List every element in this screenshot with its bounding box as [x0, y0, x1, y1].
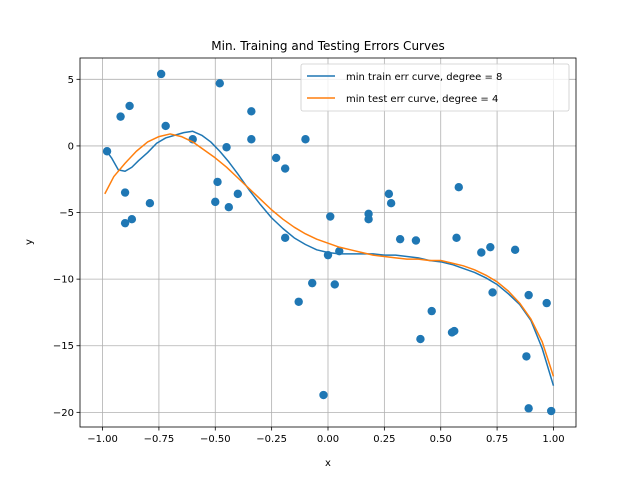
y-tick-label: −15 [53, 341, 74, 352]
data-point [386, 199, 396, 208]
data-point [510, 245, 520, 255]
data-point [213, 177, 222, 187]
data-point [395, 234, 405, 244]
x-tick-label: 1.00 [542, 434, 564, 445]
y-tick-label: 0 [68, 141, 74, 152]
data-point [450, 326, 459, 336]
train-curve [104, 130, 555, 386]
data-point [156, 69, 166, 79]
y-axis-label: y [24, 239, 35, 245]
data-point [330, 280, 339, 289]
y-tick-label: −10 [53, 275, 74, 286]
data-point [522, 352, 531, 361]
data-point [427, 306, 436, 316]
x-tick-label: 0.50 [430, 434, 452, 445]
x-tick-label: 0.00 [317, 434, 339, 445]
data-point [486, 242, 495, 252]
data-point [454, 183, 463, 192]
legend-box [300, 63, 570, 112]
x-tick-label: −0.75 [144, 434, 175, 445]
data-point [477, 248, 486, 257]
data-point [127, 214, 137, 224]
data-point [301, 135, 310, 144]
data-point [542, 298, 551, 308]
curves [104, 130, 555, 386]
data-point [161, 121, 170, 131]
x-tick-label: −1.00 [87, 434, 118, 445]
data-point [116, 112, 125, 121]
scatter-points [102, 69, 556, 416]
data-point [416, 334, 425, 344]
data-point [120, 188, 130, 197]
data-point [547, 406, 556, 416]
x-tick-label: 0.75 [486, 434, 508, 445]
data-point [280, 233, 290, 243]
y-tick-label: −5 [59, 208, 74, 219]
data-point [452, 233, 461, 243]
data-point [308, 278, 317, 288]
data-point [271, 153, 281, 163]
x-tick-label: 0.25 [373, 434, 395, 445]
data-point [120, 218, 130, 228]
data-point [224, 202, 233, 212]
data-point [411, 236, 421, 245]
y-tick-label: −20 [53, 408, 74, 419]
y-tick-label: 5 [68, 75, 74, 86]
data-point [247, 135, 256, 144]
data-point [222, 143, 231, 152]
data-point [215, 79, 224, 88]
x-axis-label: x [325, 458, 331, 469]
data-point [211, 197, 220, 207]
data-point [319, 390, 328, 400]
data-point [247, 107, 256, 116]
x-tick-label: −0.50 [200, 434, 231, 445]
data-point [233, 189, 243, 199]
legend-label-test: min test err curve, degree = 4 [346, 94, 498, 105]
legend-label-train: min train err curve, degree = 8 [346, 72, 502, 83]
data-point [384, 189, 394, 199]
data-point [524, 404, 533, 413]
legend: min train err curve, degree = 8 min test… [300, 63, 570, 112]
test-curve [104, 133, 555, 377]
data-point [280, 164, 290, 173]
data-point [145, 199, 155, 208]
chart-title: Min. Training and Testing Errors Curves [211, 39, 444, 53]
data-point [524, 290, 533, 300]
data-point [326, 212, 335, 221]
data-point [488, 288, 497, 297]
data-point [125, 101, 134, 111]
data-point [294, 297, 303, 306]
data-point [364, 214, 373, 224]
ticks: −1.00 −0.75 −0.50 −0.25 0.00 0.25 0.50 0.75 1.00… [53, 75, 565, 445]
x-tick-label: −0.25 [256, 434, 287, 445]
